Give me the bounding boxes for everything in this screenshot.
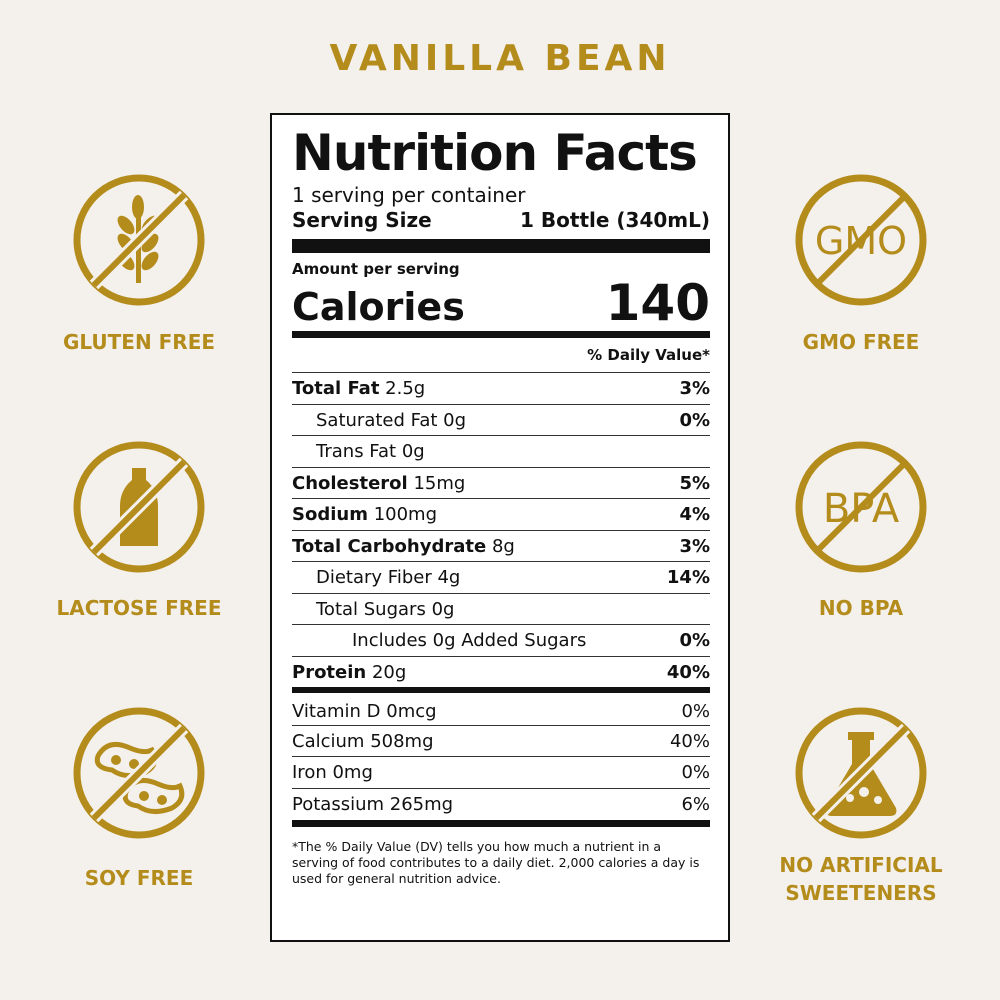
calories-label: Calories [292,285,465,329]
servings: 1 serving per container [292,183,526,207]
nutrient-amount: 0g [431,598,455,620]
gluten-icon [73,174,205,306]
vitamin-row: Vitamin D 0mcg 0% [292,693,710,726]
sweetener-icon [795,707,927,839]
vitamin-dv: 0% [681,762,710,783]
daily-value-header: % Daily Value* [292,338,710,373]
nutrient-name: Total Carbohydrate [292,535,487,557]
nutrient-name: Cholesterol [292,472,408,494]
badge-label: LACTOSE FREE [56,596,222,620]
vitamin-name: Vitamin D [292,700,381,722]
label-heading: Nutrition Facts [292,124,698,182]
nutrient-dv: 5% [679,472,710,494]
nutrient-dv: 3% [679,535,710,557]
calories-value: 140 [605,274,710,332]
vitamin-name: Iron [292,762,327,783]
badge-label: NO ARTIFICIAL SWEETENERS [741,851,981,907]
vitamin-name: Calcium [292,730,365,752]
product-title: VANILLA BEAN [329,38,671,79]
soy-icon [73,707,205,839]
nutrient-amount: 20g [371,661,407,683]
nutrient-dv: 14% [666,567,710,588]
badge-label-line: NO ARTIFICIAL [779,853,943,877]
nutrient-row: Cholesterol 15mg 5% [292,468,710,499]
nutrient-amount: 100mg [373,504,438,525]
nutrient-dv: 0% [679,630,710,651]
nutrient-row: Sodium 100mg 4% [292,499,710,531]
divider [292,331,710,338]
vitamin-amount: 0mcg [386,700,437,722]
vitamin-name: Potassium [292,793,385,815]
calories-row: Calories 140 [292,274,710,332]
nutrient-row: Total Sugars 0g [292,594,710,625]
amount-per-serving: Amount per serving [292,260,460,278]
nutrient-name: Total Sugars [316,598,426,620]
nutrient-amount: 8g [491,535,515,557]
bpa-icon: BPA [795,441,927,573]
badge-label: GLUTEN FREE [62,330,216,354]
nutrient-amount: 2.5g [385,378,426,399]
nutrient-name: Total Fat [292,378,380,399]
vitamin-dv: 0% [681,700,710,722]
nutrient-amount: 0g [401,441,425,462]
nutrient-row: Total Fat 2.5g 3% [292,373,710,405]
vitamin-amount: 0mg [332,762,373,783]
nutrient-amount: 0g [443,409,467,431]
vitamin-row: Iron 0mg 0% [292,757,710,789]
footnote: *The % Daily Value (DV) tells you how mu… [292,838,700,886]
nutrient-dv: 3% [679,378,710,399]
nutrient-name: Includes 0g Added Sugars [352,630,587,651]
nutrient-amount: 4g [437,567,461,588]
serving-size: Serving Size 1 Bottle (340mL) [292,207,710,233]
nutrient-name: Saturated Fat [316,409,438,431]
badge-label-line: SWEETENERS [785,881,937,905]
vitamin-dv: 6% [681,793,710,815]
vitamin-amount: 265mg [389,793,454,815]
divider [292,239,710,253]
vitamin-dv: 40% [669,730,710,752]
badge-label: GMO FREE [802,330,920,354]
nutrient-row: Includes 0g Added Sugars 0% [292,625,710,657]
lactose-icon [73,441,205,573]
serving-size-label: Serving Size [292,208,432,232]
nutrient-dv: 0% [679,409,710,431]
nutrient-row: Protein 20g 40% [292,657,710,693]
serving-size-value: 1 Bottle (340mL) [520,208,710,232]
nutrient-dv: 40% [666,661,710,683]
nutrient-name: Protein [292,661,367,683]
vitamin-amount: 508mg [370,730,434,752]
nutrient-name: Sodium [292,504,368,525]
badge-label: SOY FREE [84,866,194,890]
gmo-icon: GMO [795,174,927,306]
nutrient-name: Trans Fat [316,441,397,462]
nutrient-dv: 4% [679,504,710,525]
nutrient-amount: 15mg [413,472,466,494]
nutrient-row: Trans Fat 0g [292,436,710,468]
vitamin-row: Potassium 265mg 6% [292,789,710,827]
nutrient-row: Saturated Fat 0g 0% [292,405,710,436]
nutrient-row: Total Carbohydrate 8g 3% [292,531,710,562]
badge-label: NO BPA [818,596,904,620]
nutrition-label: Nutrition Facts 1 serving per container … [270,113,730,942]
vitamin-row: Calcium 508mg 40% [292,726,710,757]
nutrient-name: Dietary Fiber [316,567,432,588]
nutrient-row: Dietary Fiber 4g 14% [292,562,710,594]
